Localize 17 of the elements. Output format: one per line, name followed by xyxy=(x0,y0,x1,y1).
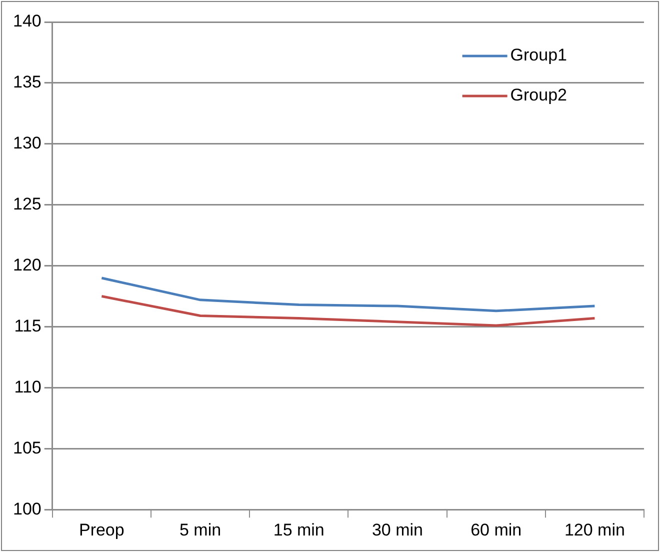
x-tick-label: 15 min xyxy=(273,520,324,540)
y-tick-label: 135 xyxy=(12,72,42,92)
x-tick-label: Preop xyxy=(78,520,124,540)
y-tick-label: 120 xyxy=(12,255,42,274)
y-tick-label: 105 xyxy=(12,438,42,458)
x-tick-label: 30 min xyxy=(372,520,423,540)
x-tick-label: 120 min xyxy=(564,520,625,540)
y-tick-label: 115 xyxy=(14,316,42,336)
y-tick-label: 100 xyxy=(12,499,42,518)
y-tick-label: 110 xyxy=(14,377,42,396)
y-tick-label: 125 xyxy=(12,194,42,214)
legend-label: Group1 xyxy=(510,46,567,65)
y-tick-label: 130 xyxy=(12,134,42,153)
x-tick-label: 60 min xyxy=(470,520,522,540)
y-tick-label: 140 xyxy=(12,12,42,31)
legend-label: Group2 xyxy=(510,86,567,105)
x-tick-label: 5 min xyxy=(179,520,222,540)
